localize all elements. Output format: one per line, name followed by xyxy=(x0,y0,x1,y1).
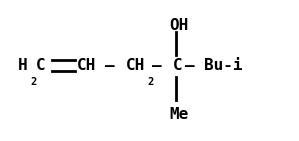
Text: —: — xyxy=(105,58,115,73)
Text: 2: 2 xyxy=(30,77,36,87)
Text: CH: CH xyxy=(126,58,145,73)
Text: 2: 2 xyxy=(147,77,153,87)
Text: OH: OH xyxy=(169,18,188,33)
Text: —: — xyxy=(152,58,162,73)
Text: —: — xyxy=(185,58,195,73)
Text: C: C xyxy=(173,58,183,73)
Text: C: C xyxy=(36,58,45,73)
Text: Me: Me xyxy=(169,107,188,122)
Text: Bu-i: Bu-i xyxy=(204,58,242,73)
Text: CH: CH xyxy=(77,58,96,73)
Text: H: H xyxy=(18,58,27,73)
